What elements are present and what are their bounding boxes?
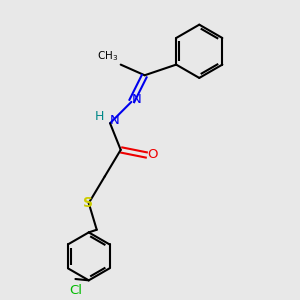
Text: H: H [95, 110, 105, 123]
Text: N: N [131, 93, 141, 106]
Text: O: O [147, 148, 158, 161]
Text: Cl: Cl [69, 284, 82, 297]
Text: N: N [110, 114, 120, 127]
Text: S: S [83, 196, 93, 210]
Text: CH$_3$: CH$_3$ [97, 50, 118, 63]
